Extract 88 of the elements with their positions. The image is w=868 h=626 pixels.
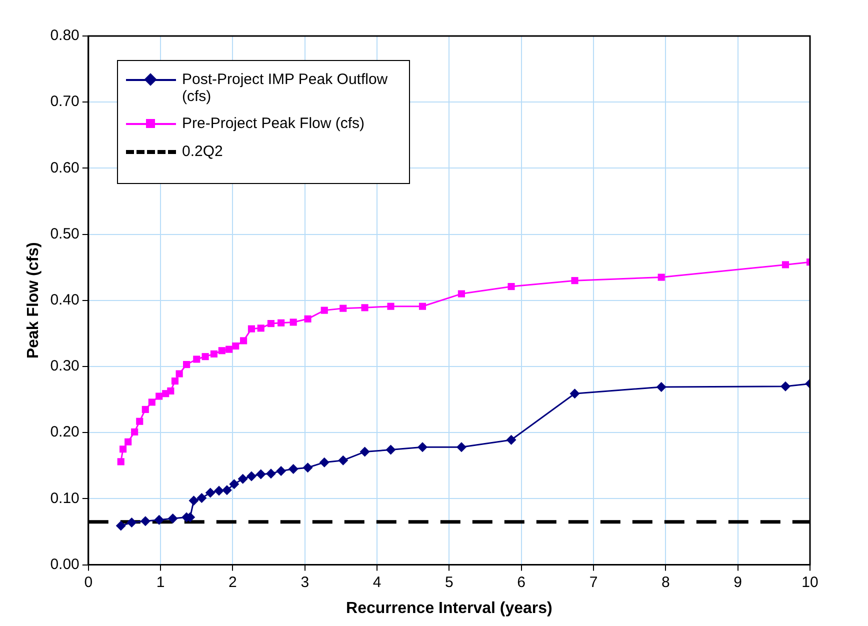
point bbox=[656, 382, 666, 392]
point bbox=[571, 277, 578, 284]
point bbox=[124, 438, 132, 446]
point bbox=[508, 282, 515, 290]
point bbox=[226, 346, 233, 353]
point bbox=[202, 353, 209, 360]
y-tick-label: 0.80 bbox=[50, 27, 80, 44]
point bbox=[214, 486, 224, 496]
point bbox=[131, 428, 138, 436]
y-tick-label: 0.00 bbox=[50, 556, 80, 573]
point bbox=[188, 496, 199, 506]
point bbox=[176, 370, 183, 378]
point bbox=[418, 442, 428, 452]
point bbox=[240, 337, 248, 344]
point bbox=[119, 446, 127, 453]
point bbox=[246, 471, 256, 482]
point bbox=[386, 444, 396, 455]
point bbox=[340, 304, 347, 312]
y-tick-label: 0.20 bbox=[50, 424, 80, 441]
point bbox=[782, 261, 789, 268]
point bbox=[238, 474, 248, 484]
point bbox=[570, 388, 580, 399]
point bbox=[232, 342, 240, 350]
point bbox=[248, 325, 256, 332]
point bbox=[360, 446, 370, 457]
point bbox=[182, 360, 190, 368]
point bbox=[257, 324, 264, 332]
legend-label: Post-Project IMP Peak Outflow (cfs) bbox=[182, 71, 389, 105]
point bbox=[506, 434, 516, 445]
point bbox=[154, 514, 164, 525]
point bbox=[196, 493, 207, 504]
y-tick-label: 0.10 bbox=[50, 490, 80, 507]
y-tick-label: 0.30 bbox=[50, 358, 80, 375]
x-tick-label: 9 bbox=[734, 574, 742, 591]
point bbox=[167, 387, 174, 394]
point bbox=[210, 350, 218, 358]
point bbox=[156, 392, 163, 400]
x-axis-title: Recurrence Interval (years) bbox=[346, 600, 552, 617]
y-tick-label: 0.70 bbox=[50, 93, 80, 110]
x-tick-label: 7 bbox=[589, 574, 598, 591]
x-tick-label: 8 bbox=[662, 574, 670, 591]
point bbox=[148, 398, 156, 406]
point bbox=[168, 514, 178, 524]
point bbox=[218, 347, 226, 354]
point bbox=[458, 290, 465, 298]
point bbox=[387, 302, 394, 310]
y-tick-label: 0.40 bbox=[50, 292, 80, 309]
point bbox=[456, 442, 466, 452]
point bbox=[288, 464, 298, 474]
x-tick-label: 2 bbox=[228, 574, 237, 591]
point bbox=[171, 378, 179, 385]
point bbox=[266, 468, 276, 479]
point bbox=[302, 462, 313, 473]
point bbox=[136, 418, 144, 425]
point bbox=[256, 469, 266, 480]
x-tick-label: 4 bbox=[372, 574, 382, 591]
x-tick-label: 3 bbox=[300, 574, 310, 591]
point bbox=[276, 466, 286, 476]
point bbox=[142, 406, 149, 413]
point bbox=[304, 315, 312, 322]
point bbox=[320, 306, 328, 314]
y-axis-title: Peak Flow (cfs) bbox=[25, 242, 42, 359]
point bbox=[780, 381, 790, 392]
point bbox=[338, 455, 348, 466]
point bbox=[222, 485, 232, 496]
x-tick-label: 6 bbox=[517, 574, 526, 591]
y-tick-label: 0.60 bbox=[50, 159, 80, 176]
point bbox=[361, 304, 368, 312]
point bbox=[126, 517, 137, 528]
point bbox=[116, 520, 126, 531]
point bbox=[290, 318, 297, 326]
point bbox=[140, 516, 150, 526]
point bbox=[229, 479, 240, 490]
x-tick-label: 0 bbox=[84, 574, 93, 591]
point bbox=[278, 319, 285, 326]
point bbox=[205, 488, 216, 498]
x-tick-label: 5 bbox=[445, 574, 454, 591]
legend-label: Pre-Project Peak Flow (cfs) bbox=[182, 115, 365, 132]
point bbox=[117, 458, 124, 466]
point bbox=[319, 457, 330, 468]
legend-label: 0.2Q2 bbox=[182, 143, 223, 160]
point bbox=[267, 320, 274, 328]
x-tick-label: 1 bbox=[156, 574, 165, 591]
point bbox=[418, 302, 426, 310]
x-tick-label: 10 bbox=[802, 574, 818, 591]
y-tick-label: 0.50 bbox=[50, 225, 80, 242]
point bbox=[193, 356, 200, 363]
point bbox=[658, 274, 665, 281]
